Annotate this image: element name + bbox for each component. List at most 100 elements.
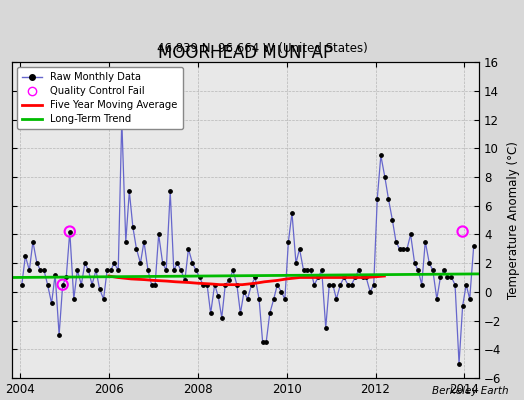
Point bbox=[354, 267, 363, 274]
Point bbox=[429, 267, 437, 274]
Point bbox=[151, 282, 159, 288]
Point bbox=[81, 260, 89, 266]
Point bbox=[284, 238, 292, 245]
Point bbox=[369, 282, 378, 288]
Point bbox=[329, 282, 337, 288]
Point bbox=[114, 267, 123, 274]
Point bbox=[43, 282, 52, 288]
Point bbox=[100, 296, 108, 302]
Point bbox=[192, 267, 200, 274]
Point bbox=[206, 310, 215, 316]
Point bbox=[273, 282, 281, 288]
Point bbox=[255, 296, 263, 302]
Point bbox=[258, 339, 267, 345]
Point bbox=[310, 282, 319, 288]
Point bbox=[336, 282, 345, 288]
Point bbox=[217, 314, 226, 321]
Point bbox=[59, 282, 67, 288]
Point bbox=[140, 238, 148, 245]
Point bbox=[62, 274, 70, 281]
Point bbox=[399, 246, 407, 252]
Point bbox=[322, 324, 330, 331]
Point bbox=[199, 282, 208, 288]
Point bbox=[303, 267, 311, 274]
Point bbox=[447, 274, 456, 281]
Point bbox=[47, 300, 56, 306]
Point bbox=[228, 267, 237, 274]
Point bbox=[340, 274, 348, 281]
Point bbox=[51, 272, 59, 278]
Point bbox=[18, 282, 26, 288]
Point bbox=[158, 260, 167, 266]
Point bbox=[407, 231, 415, 238]
Point bbox=[458, 303, 467, 309]
Point bbox=[155, 231, 163, 238]
Point bbox=[88, 282, 96, 288]
Point bbox=[325, 282, 333, 288]
Point bbox=[59, 282, 67, 288]
Point bbox=[66, 228, 74, 235]
Point bbox=[211, 282, 219, 288]
Point bbox=[277, 289, 286, 295]
Point bbox=[362, 274, 370, 281]
Point bbox=[388, 217, 397, 223]
Point bbox=[292, 260, 300, 266]
Point bbox=[344, 282, 352, 288]
Point bbox=[117, 116, 126, 123]
Point bbox=[225, 277, 234, 284]
Point bbox=[95, 286, 104, 292]
Point bbox=[251, 274, 259, 281]
Point bbox=[136, 260, 145, 266]
Point bbox=[243, 296, 252, 302]
Point bbox=[203, 282, 211, 288]
Point bbox=[177, 267, 185, 274]
Point bbox=[195, 274, 204, 281]
Point bbox=[377, 152, 385, 159]
Point bbox=[307, 267, 315, 274]
Point bbox=[70, 296, 78, 302]
Text: 46.839 N, 96.664 W (United States): 46.839 N, 96.664 W (United States) bbox=[157, 42, 367, 55]
Point bbox=[147, 282, 156, 288]
Title: MOORHEAD MUNI AP: MOORHEAD MUNI AP bbox=[158, 44, 333, 62]
Point bbox=[73, 267, 82, 274]
Point bbox=[299, 267, 308, 274]
Point bbox=[440, 267, 448, 274]
Point bbox=[236, 310, 245, 316]
Point bbox=[433, 296, 441, 302]
Point bbox=[132, 246, 140, 252]
Point bbox=[351, 274, 359, 281]
Point bbox=[269, 296, 278, 302]
Point bbox=[470, 243, 478, 249]
Point bbox=[103, 267, 111, 274]
Point bbox=[166, 188, 174, 194]
Point bbox=[410, 260, 419, 266]
Point bbox=[77, 282, 85, 288]
Point bbox=[384, 195, 392, 202]
Point bbox=[125, 188, 134, 194]
Point bbox=[451, 282, 459, 288]
Point bbox=[414, 267, 422, 274]
Point bbox=[173, 260, 181, 266]
Point bbox=[332, 296, 341, 302]
Point bbox=[122, 238, 130, 245]
Point bbox=[425, 260, 433, 266]
Point bbox=[66, 228, 74, 235]
Point bbox=[266, 310, 274, 316]
Point bbox=[288, 210, 296, 216]
Point bbox=[84, 267, 93, 274]
Point bbox=[129, 224, 137, 230]
Point bbox=[240, 289, 248, 295]
Point bbox=[366, 289, 374, 295]
Point bbox=[247, 282, 256, 288]
Point bbox=[40, 267, 48, 274]
Point bbox=[392, 238, 400, 245]
Point bbox=[436, 274, 444, 281]
Point bbox=[395, 246, 403, 252]
Point bbox=[106, 267, 115, 274]
Point bbox=[296, 246, 304, 252]
Point bbox=[92, 267, 100, 274]
Point bbox=[144, 267, 152, 274]
Point bbox=[380, 174, 389, 180]
Point bbox=[281, 296, 289, 302]
Point bbox=[36, 267, 45, 274]
